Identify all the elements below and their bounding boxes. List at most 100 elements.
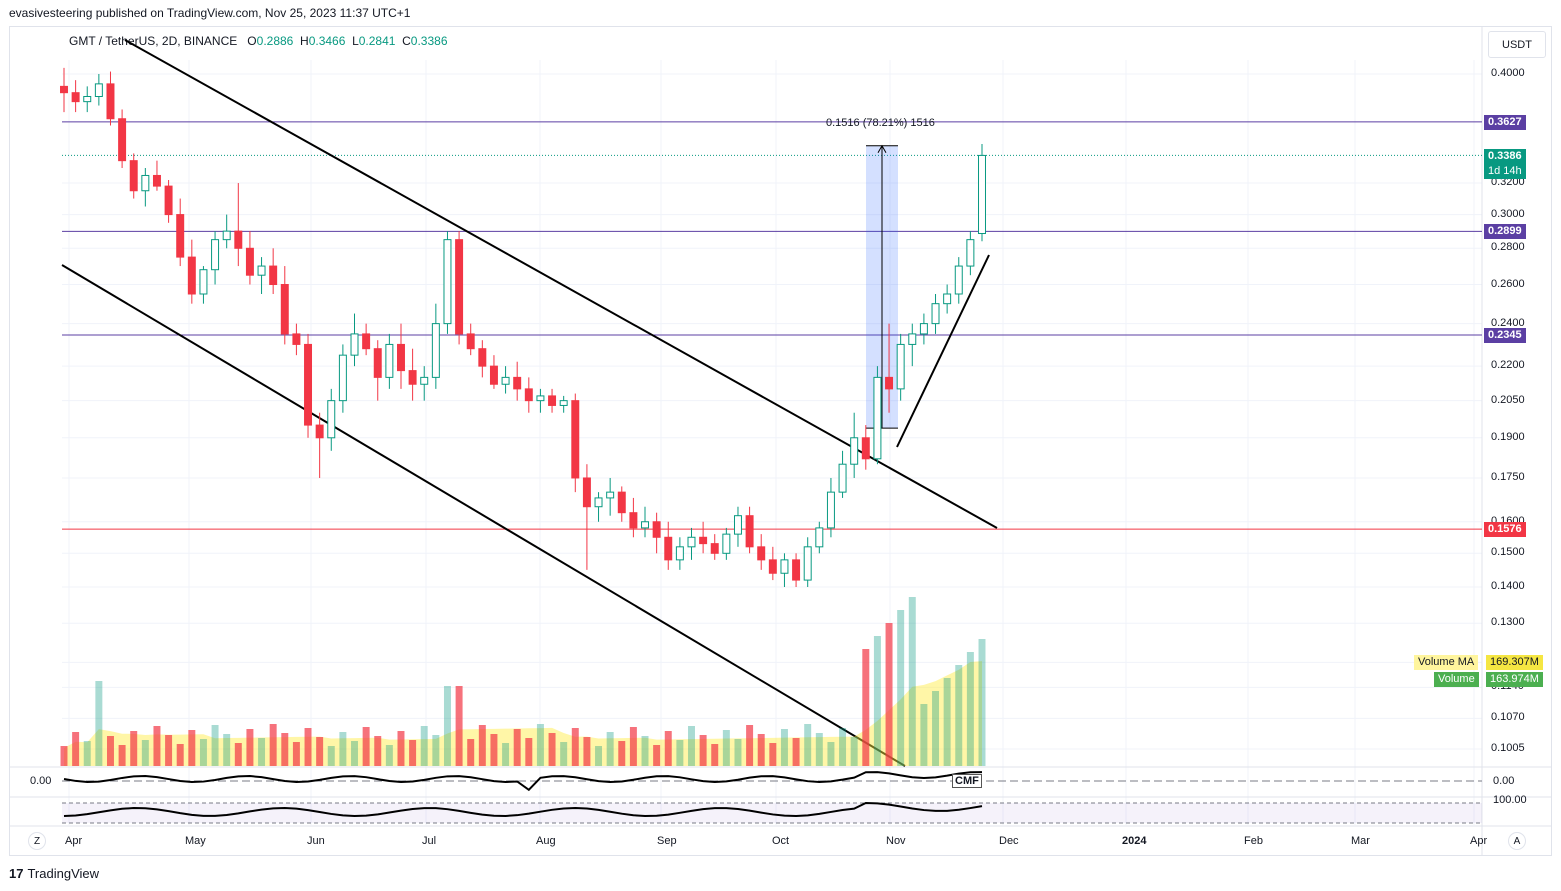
candle-body <box>582 477 591 508</box>
volume-bar <box>978 639 986 766</box>
volume-bar <box>327 746 335 766</box>
candle-body <box>792 559 801 581</box>
tradingview-brand: TradingView <box>27 866 100 881</box>
volume-bar <box>95 681 103 766</box>
time-tick-label: 2024 <box>1122 835 1147 847</box>
candle-body <box>187 256 196 295</box>
page-title: evasivesteering published on TradingView… <box>9 6 411 20</box>
volume-bar <box>269 724 277 766</box>
candle-body <box>234 230 243 249</box>
volume-bar <box>595 746 603 766</box>
low-value: 0.2841 <box>358 34 396 48</box>
time-tick-label: Dec <box>999 835 1019 847</box>
volume-bar <box>467 739 475 766</box>
candle-body <box>885 376 894 390</box>
volume-bar <box>141 740 149 766</box>
candle-body <box>315 424 324 439</box>
volume-bar <box>525 738 533 766</box>
candle-body <box>978 154 986 235</box>
candle-body <box>675 546 684 561</box>
high-value: 0.3466 <box>308 34 346 48</box>
volume-bar <box>199 739 207 766</box>
candle-body <box>954 265 963 295</box>
time-tick-label: May <box>185 835 206 847</box>
candle-body <box>861 437 870 460</box>
auto-scale-right-button[interactable]: A <box>1508 832 1526 850</box>
time-tick-label: Nov <box>886 835 906 847</box>
volume-bar <box>827 742 835 766</box>
candle-body <box>757 546 766 561</box>
volume-bar <box>339 732 347 766</box>
candle-body <box>222 230 231 241</box>
volume-bar <box>792 738 800 766</box>
time-tick-label: Aug <box>536 835 556 847</box>
candle-body <box>443 239 452 325</box>
candle-body <box>152 174 161 187</box>
volume-bar <box>420 726 428 766</box>
volume-bar <box>432 735 440 766</box>
candle-body <box>826 491 835 529</box>
candle-body <box>245 247 254 276</box>
cmf-indicator-label[interactable]: CMF <box>952 774 982 788</box>
volume-bar <box>885 623 893 766</box>
currency-button[interactable]: USDT <box>1488 31 1546 58</box>
countdown-tag: 1d 14h <box>1484 164 1526 179</box>
candle-body <box>106 83 115 120</box>
volume-ma-value: 169.307M <box>1486 655 1543 670</box>
volume-bar <box>780 729 788 766</box>
breakout-trendline <box>896 254 990 448</box>
volume-legend: Volume <box>1434 672 1479 687</box>
volume-bar <box>966 652 974 766</box>
osc2-line <box>63 801 983 817</box>
volume-bar <box>641 736 649 766</box>
cmf-left-value: 0.00 <box>30 775 52 787</box>
candle-body <box>966 239 975 267</box>
tradingview-logo[interactable]: 17 TradingView <box>9 866 99 881</box>
candle-body <box>571 400 580 479</box>
candle-body <box>350 333 359 356</box>
tradingview-icon: 17 <box>9 866 24 881</box>
candle-body <box>548 395 557 406</box>
candle-body <box>699 536 708 545</box>
candle-body <box>524 388 533 402</box>
auto-scale-left-button[interactable]: Z <box>28 832 46 850</box>
volume-bar <box>804 724 812 766</box>
time-tick-label: Apr <box>1470 835 1488 847</box>
volume-bar <box>130 731 138 766</box>
volume-bar <box>583 737 591 766</box>
volume-bar <box>60 746 68 766</box>
volume-value: 163.974M <box>1486 672 1543 687</box>
volume-bar <box>106 736 114 766</box>
volume-bar <box>153 726 161 766</box>
candle-body <box>931 303 940 325</box>
volume-bar <box>734 739 742 766</box>
osc2-right-value: 100.00 <box>1493 794 1527 806</box>
candle-body <box>850 437 859 465</box>
time-tick-label: Jul <box>422 835 437 847</box>
volume-bar <box>653 745 661 766</box>
volume-bar <box>223 734 231 766</box>
last-price-value: 0.3386 <box>1488 150 1522 162</box>
volume-bar <box>234 743 242 766</box>
candle-body <box>176 214 185 258</box>
candle-body <box>501 376 510 385</box>
candle-body <box>687 536 696 548</box>
symbol-name: GMT / TetherUS, 2D, BINANCE <box>69 34 238 48</box>
volume-bar <box>873 636 881 766</box>
price-tick-label: 0.1750 <box>1491 470 1525 483</box>
candle-body <box>164 185 173 216</box>
volume-bar <box>932 691 940 766</box>
price-tick-label: 0.1005 <box>1491 742 1525 754</box>
price-tick-label: 0.1500 <box>1491 546 1525 559</box>
candle-body <box>943 293 952 305</box>
symbol-legend[interactable]: GMT / TetherUS, 2D, BINANCE O0.2886 H0.3… <box>69 34 448 48</box>
open-label: O <box>247 34 257 48</box>
candle-body <box>292 333 301 345</box>
volume-bar <box>351 741 358 766</box>
candle-body <box>536 395 545 402</box>
candle-body <box>908 333 917 345</box>
volume-bar <box>176 744 184 766</box>
candle-body <box>838 463 847 493</box>
price-tick-label: 0.3200 <box>1491 176 1525 189</box>
